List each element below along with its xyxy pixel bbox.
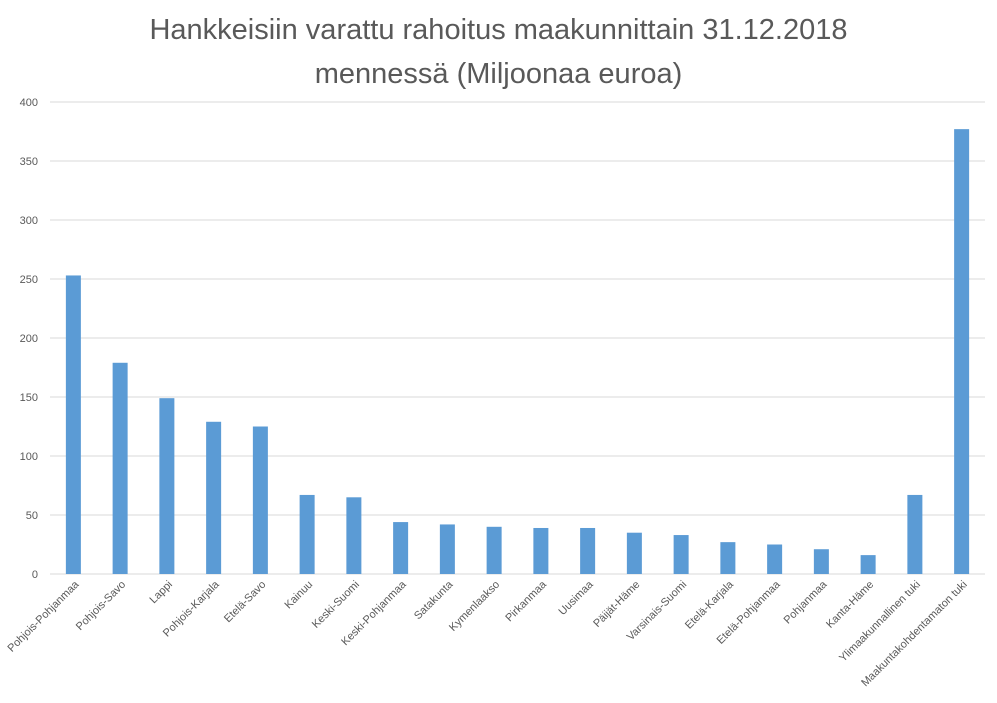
chart-title-line-2: mennessä (Miljoonaa euroa) (314, 58, 683, 90)
y-tick-label: 200 (20, 333, 38, 345)
bar (673, 535, 689, 574)
x-tick-label: Kymenlaakso (447, 579, 502, 634)
bar (393, 522, 409, 574)
bar (813, 549, 829, 574)
bar (626, 532, 642, 574)
chart-title: Hankkeisiin varattu rahoitus maakunnitta… (0, 8, 997, 96)
x-tick-label: Pohjois-Savo (74, 579, 128, 633)
x-tick-label: Etelä-Savo (222, 579, 269, 626)
bar (299, 494, 315, 574)
y-tick-label: 300 (20, 215, 38, 227)
bar (65, 275, 81, 574)
bar (720, 542, 736, 574)
bar (486, 526, 502, 574)
y-tick-label: 400 (20, 97, 38, 109)
y-tick-label: 350 (20, 156, 38, 168)
gridlines (50, 101, 985, 575)
x-tick-label: Lappi (147, 579, 175, 607)
y-tick-label: 0 (32, 569, 38, 581)
chart-title-line-1: Hankkeisiin varattu rahoitus maakunnitta… (149, 14, 848, 46)
bar (206, 421, 222, 574)
bars (65, 129, 970, 574)
bar (767, 544, 783, 574)
y-tick-label: 100 (20, 451, 38, 463)
y-axis-ticks: 0 50 100 150 200 250 300 350 400 (20, 97, 38, 581)
y-tick-label: 150 (20, 392, 38, 404)
bar (159, 398, 175, 574)
bar (907, 494, 923, 574)
bar (439, 524, 455, 574)
x-tick-label: Satakunta (412, 578, 456, 622)
x-tick-label: Pirkanmaa (503, 578, 549, 624)
x-tick-label: Ylimaakunnallinen tuki (837, 579, 923, 665)
x-tick-label: Keski-Suomi (310, 579, 362, 631)
x-tick-label: Päijät-Häme (591, 579, 642, 630)
x-tick-label: Kainuu (283, 579, 316, 612)
x-tick-label: Uusimaa (557, 578, 597, 618)
x-tick-label: Kanta-Häme (824, 579, 876, 631)
x-tick-label: Pohjois-Pohjanmaa (6, 578, 83, 655)
bar (112, 362, 128, 574)
bar (954, 129, 970, 574)
bar (346, 497, 362, 574)
x-tick-label: Pohjanmaa (782, 578, 830, 626)
bar (580, 527, 596, 574)
bar (533, 527, 549, 574)
y-tick-label: 250 (20, 274, 38, 286)
y-tick-label: 50 (26, 510, 38, 522)
bar (860, 555, 876, 574)
bar (252, 426, 268, 574)
